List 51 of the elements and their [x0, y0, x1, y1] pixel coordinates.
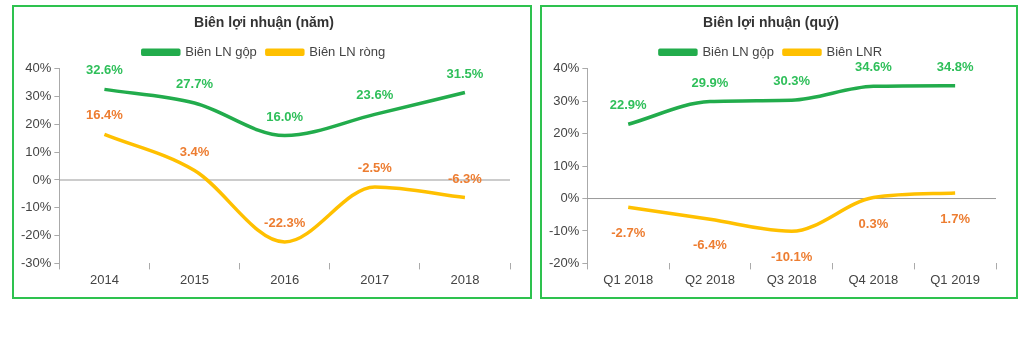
data-label: 34.6%: [854, 59, 893, 75]
y-tick-label: 10%: [25, 143, 52, 159]
data-label: 16.0%: [266, 108, 304, 124]
x-tick-label: 2015: [180, 271, 209, 287]
data-label: 0.3%: [858, 215, 889, 231]
x-tick-label: 2017: [360, 271, 390, 287]
legend-label: Biên LN gộp: [702, 43, 774, 59]
data-label: 29.9%: [691, 74, 729, 90]
y-tick-label: 30%: [25, 88, 52, 104]
x-tick-label: 2018: [450, 271, 480, 287]
y-tick-label: 40%: [25, 60, 52, 76]
data-label: -10.1%: [771, 249, 813, 265]
y-tick-label: 0%: [32, 171, 52, 187]
data-label: 32.6%: [85, 62, 124, 78]
y-tick-label: 0%: [560, 190, 580, 206]
x-tick-label: Q2 2018: [685, 271, 735, 287]
x-tick-label: 2014: [89, 271, 119, 287]
data-label: 16.4%: [85, 107, 124, 123]
legend-label: Biên LN gộp: [185, 43, 257, 59]
chart-title: Biên lợi nhuận (năm): [194, 14, 334, 31]
data-label: 31.5%: [446, 65, 484, 81]
y-tick-label: -10%: [548, 222, 580, 238]
y-tick-label: 40%: [553, 60, 580, 76]
data-label: 34.8%: [936, 58, 974, 74]
legend-label: Biên LN ròng: [309, 43, 386, 59]
y-tick-label: 30%: [553, 92, 580, 108]
y-tick-label: -20%: [548, 254, 580, 270]
y-tick-label: -30%: [20, 254, 52, 270]
y-tick-label: -10%: [20, 199, 52, 215]
data-label: -2.7%: [611, 225, 646, 241]
data-label: 1.7%: [940, 211, 971, 227]
chart-title: Biên lợi nhuận (quý): [703, 14, 839, 31]
data-label: -6.3%: [447, 170, 483, 186]
data-label: 27.7%: [176, 76, 214, 92]
data-label: 22.9%: [609, 97, 648, 113]
y-tick-label: 20%: [25, 115, 52, 131]
x-tick-label: Q4 2018: [848, 271, 899, 287]
y-tick-label: 10%: [553, 157, 580, 173]
x-tick-label: 2016: [270, 271, 300, 287]
data-label: 30.3%: [773, 73, 811, 89]
x-tick-label: Q3 2018: [766, 271, 817, 287]
data-label: -22.3%: [264, 215, 306, 231]
y-tick-label: -20%: [20, 227, 52, 243]
y-tick-label: 20%: [553, 125, 580, 141]
data-label: -2.5%: [357, 160, 393, 176]
x-tick-label: Q1 2019: [930, 271, 981, 287]
data-label: 3.4%: [179, 143, 210, 159]
x-tick-label: Q1 2018: [603, 271, 654, 287]
data-label: 23.6%: [356, 87, 394, 103]
legend-label: Biên LNR: [826, 43, 883, 59]
data-label: -6.4%: [692, 237, 728, 253]
